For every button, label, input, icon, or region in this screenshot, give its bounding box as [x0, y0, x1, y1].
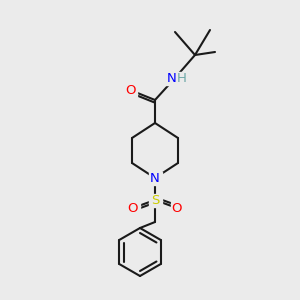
Bar: [170, 202, 184, 214]
Bar: [148, 172, 161, 184]
Text: S: S: [151, 194, 159, 206]
Text: N: N: [150, 172, 160, 184]
Text: O: O: [172, 202, 182, 214]
Text: O: O: [128, 202, 138, 214]
Text: H: H: [177, 71, 187, 85]
Text: N: N: [167, 71, 177, 85]
Bar: [127, 202, 140, 214]
Bar: [165, 71, 185, 85]
Bar: [148, 194, 161, 206]
Bar: [124, 83, 136, 97]
Text: O: O: [125, 83, 135, 97]
